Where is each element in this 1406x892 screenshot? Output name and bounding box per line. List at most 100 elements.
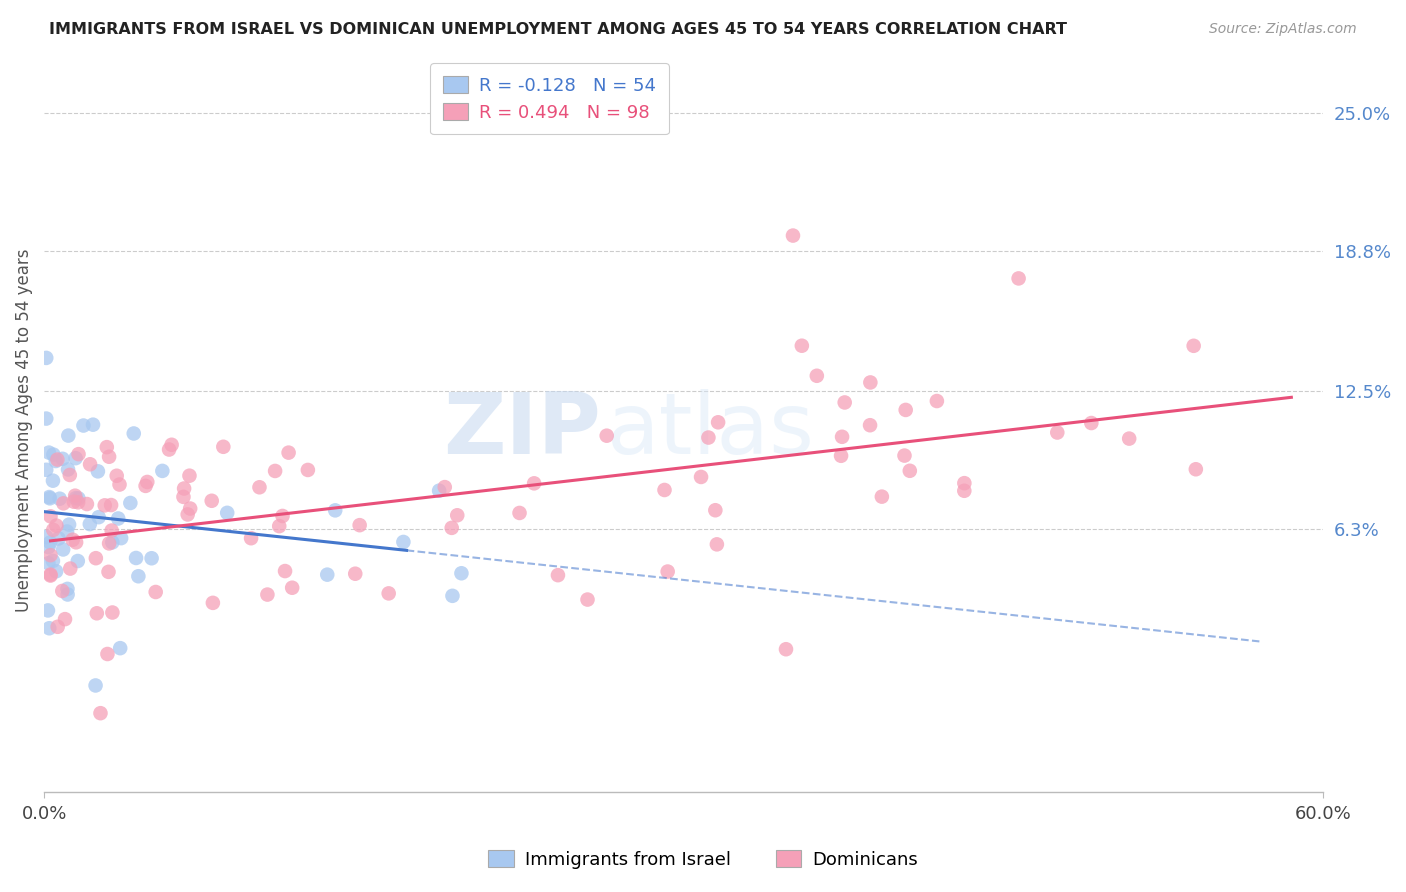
Point <box>859 376 882 390</box>
Point <box>87 510 110 524</box>
Point <box>48 491 70 506</box>
Point <box>45 518 67 533</box>
Point <box>66 554 89 568</box>
Point <box>100 498 122 512</box>
Point <box>323 503 346 517</box>
Point <box>52 542 75 557</box>
Point <box>76 497 98 511</box>
Point <box>46 452 69 467</box>
Point <box>953 483 976 498</box>
Point <box>274 564 297 578</box>
Point <box>42 474 65 488</box>
Point <box>89 706 111 721</box>
Point <box>79 517 101 532</box>
Point <box>377 586 399 600</box>
Point <box>201 596 224 610</box>
Point <box>704 503 727 517</box>
Point <box>52 451 75 466</box>
Point <box>953 476 976 491</box>
Point <box>100 524 122 538</box>
Point <box>59 467 82 482</box>
Point <box>101 606 124 620</box>
Point <box>830 449 852 463</box>
Point <box>98 450 121 464</box>
Point <box>316 567 339 582</box>
Point <box>344 566 367 581</box>
Point <box>240 531 263 545</box>
Legend: Immigrants from Israel, Dominicans: Immigrants from Israel, Dominicans <box>481 843 925 876</box>
Point <box>108 641 131 656</box>
Point <box>349 518 371 533</box>
Point <box>67 447 90 461</box>
Point <box>657 565 679 579</box>
Point <box>217 506 239 520</box>
Point <box>446 508 468 523</box>
Point <box>45 564 67 578</box>
Point <box>790 339 813 353</box>
Point <box>547 568 569 582</box>
Point <box>38 621 60 635</box>
Point <box>125 551 148 566</box>
Point <box>42 448 65 462</box>
Point <box>56 582 79 596</box>
Point <box>925 394 948 409</box>
Legend: R = -0.128   N = 54, R = 0.494   N = 98: R = -0.128 N = 54, R = 0.494 N = 98 <box>430 63 669 135</box>
Point <box>173 482 195 496</box>
Point <box>831 430 853 444</box>
Point <box>84 551 107 566</box>
Point <box>150 464 173 478</box>
Point <box>42 523 65 537</box>
Point <box>46 620 69 634</box>
Point <box>79 457 101 471</box>
Point <box>212 440 235 454</box>
Point <box>277 445 299 459</box>
Point <box>35 351 58 365</box>
Point <box>101 535 124 549</box>
Point <box>122 426 145 441</box>
Point <box>120 496 142 510</box>
Text: Source: ZipAtlas.com: Source: ZipAtlas.com <box>1209 22 1357 37</box>
Point <box>38 490 60 504</box>
Point <box>201 493 224 508</box>
Point <box>1118 432 1140 446</box>
Point <box>269 519 291 533</box>
Point <box>97 565 120 579</box>
Point <box>256 588 278 602</box>
Point <box>271 508 294 523</box>
Point <box>56 462 79 476</box>
Point <box>58 517 80 532</box>
Point <box>67 491 90 506</box>
Point <box>179 468 201 483</box>
Point <box>42 554 65 568</box>
Point <box>65 535 87 549</box>
Point <box>35 530 58 544</box>
Point <box>65 451 87 466</box>
Point <box>249 480 271 494</box>
Point <box>509 506 531 520</box>
Point <box>596 428 619 442</box>
Point <box>654 483 676 497</box>
Point <box>96 440 118 454</box>
Point <box>1046 425 1069 440</box>
Y-axis label: Unemployment Among Ages 45 to 54 years: Unemployment Among Ages 45 to 54 years <box>15 249 32 612</box>
Point <box>441 589 464 603</box>
Point <box>136 475 159 489</box>
Point <box>37 556 59 570</box>
Point <box>39 548 62 562</box>
Point <box>39 568 62 582</box>
Text: IMMIGRANTS FROM ISRAEL VS DOMINICAN UNEMPLOYMENT AMONG AGES 45 TO 54 YEARS CORRE: IMMIGRANTS FROM ISRAEL VS DOMINICAN UNEM… <box>49 22 1067 37</box>
Point <box>1182 339 1205 353</box>
Point <box>775 642 797 657</box>
Point <box>706 537 728 551</box>
Text: atlas: atlas <box>607 389 815 472</box>
Point <box>45 454 67 468</box>
Point <box>1007 271 1029 285</box>
Point <box>51 583 73 598</box>
Point <box>172 490 194 504</box>
Point <box>440 521 463 535</box>
Point <box>893 449 915 463</box>
Point <box>58 428 80 442</box>
Point <box>1185 462 1208 476</box>
Point <box>894 403 917 417</box>
Point <box>110 531 132 545</box>
